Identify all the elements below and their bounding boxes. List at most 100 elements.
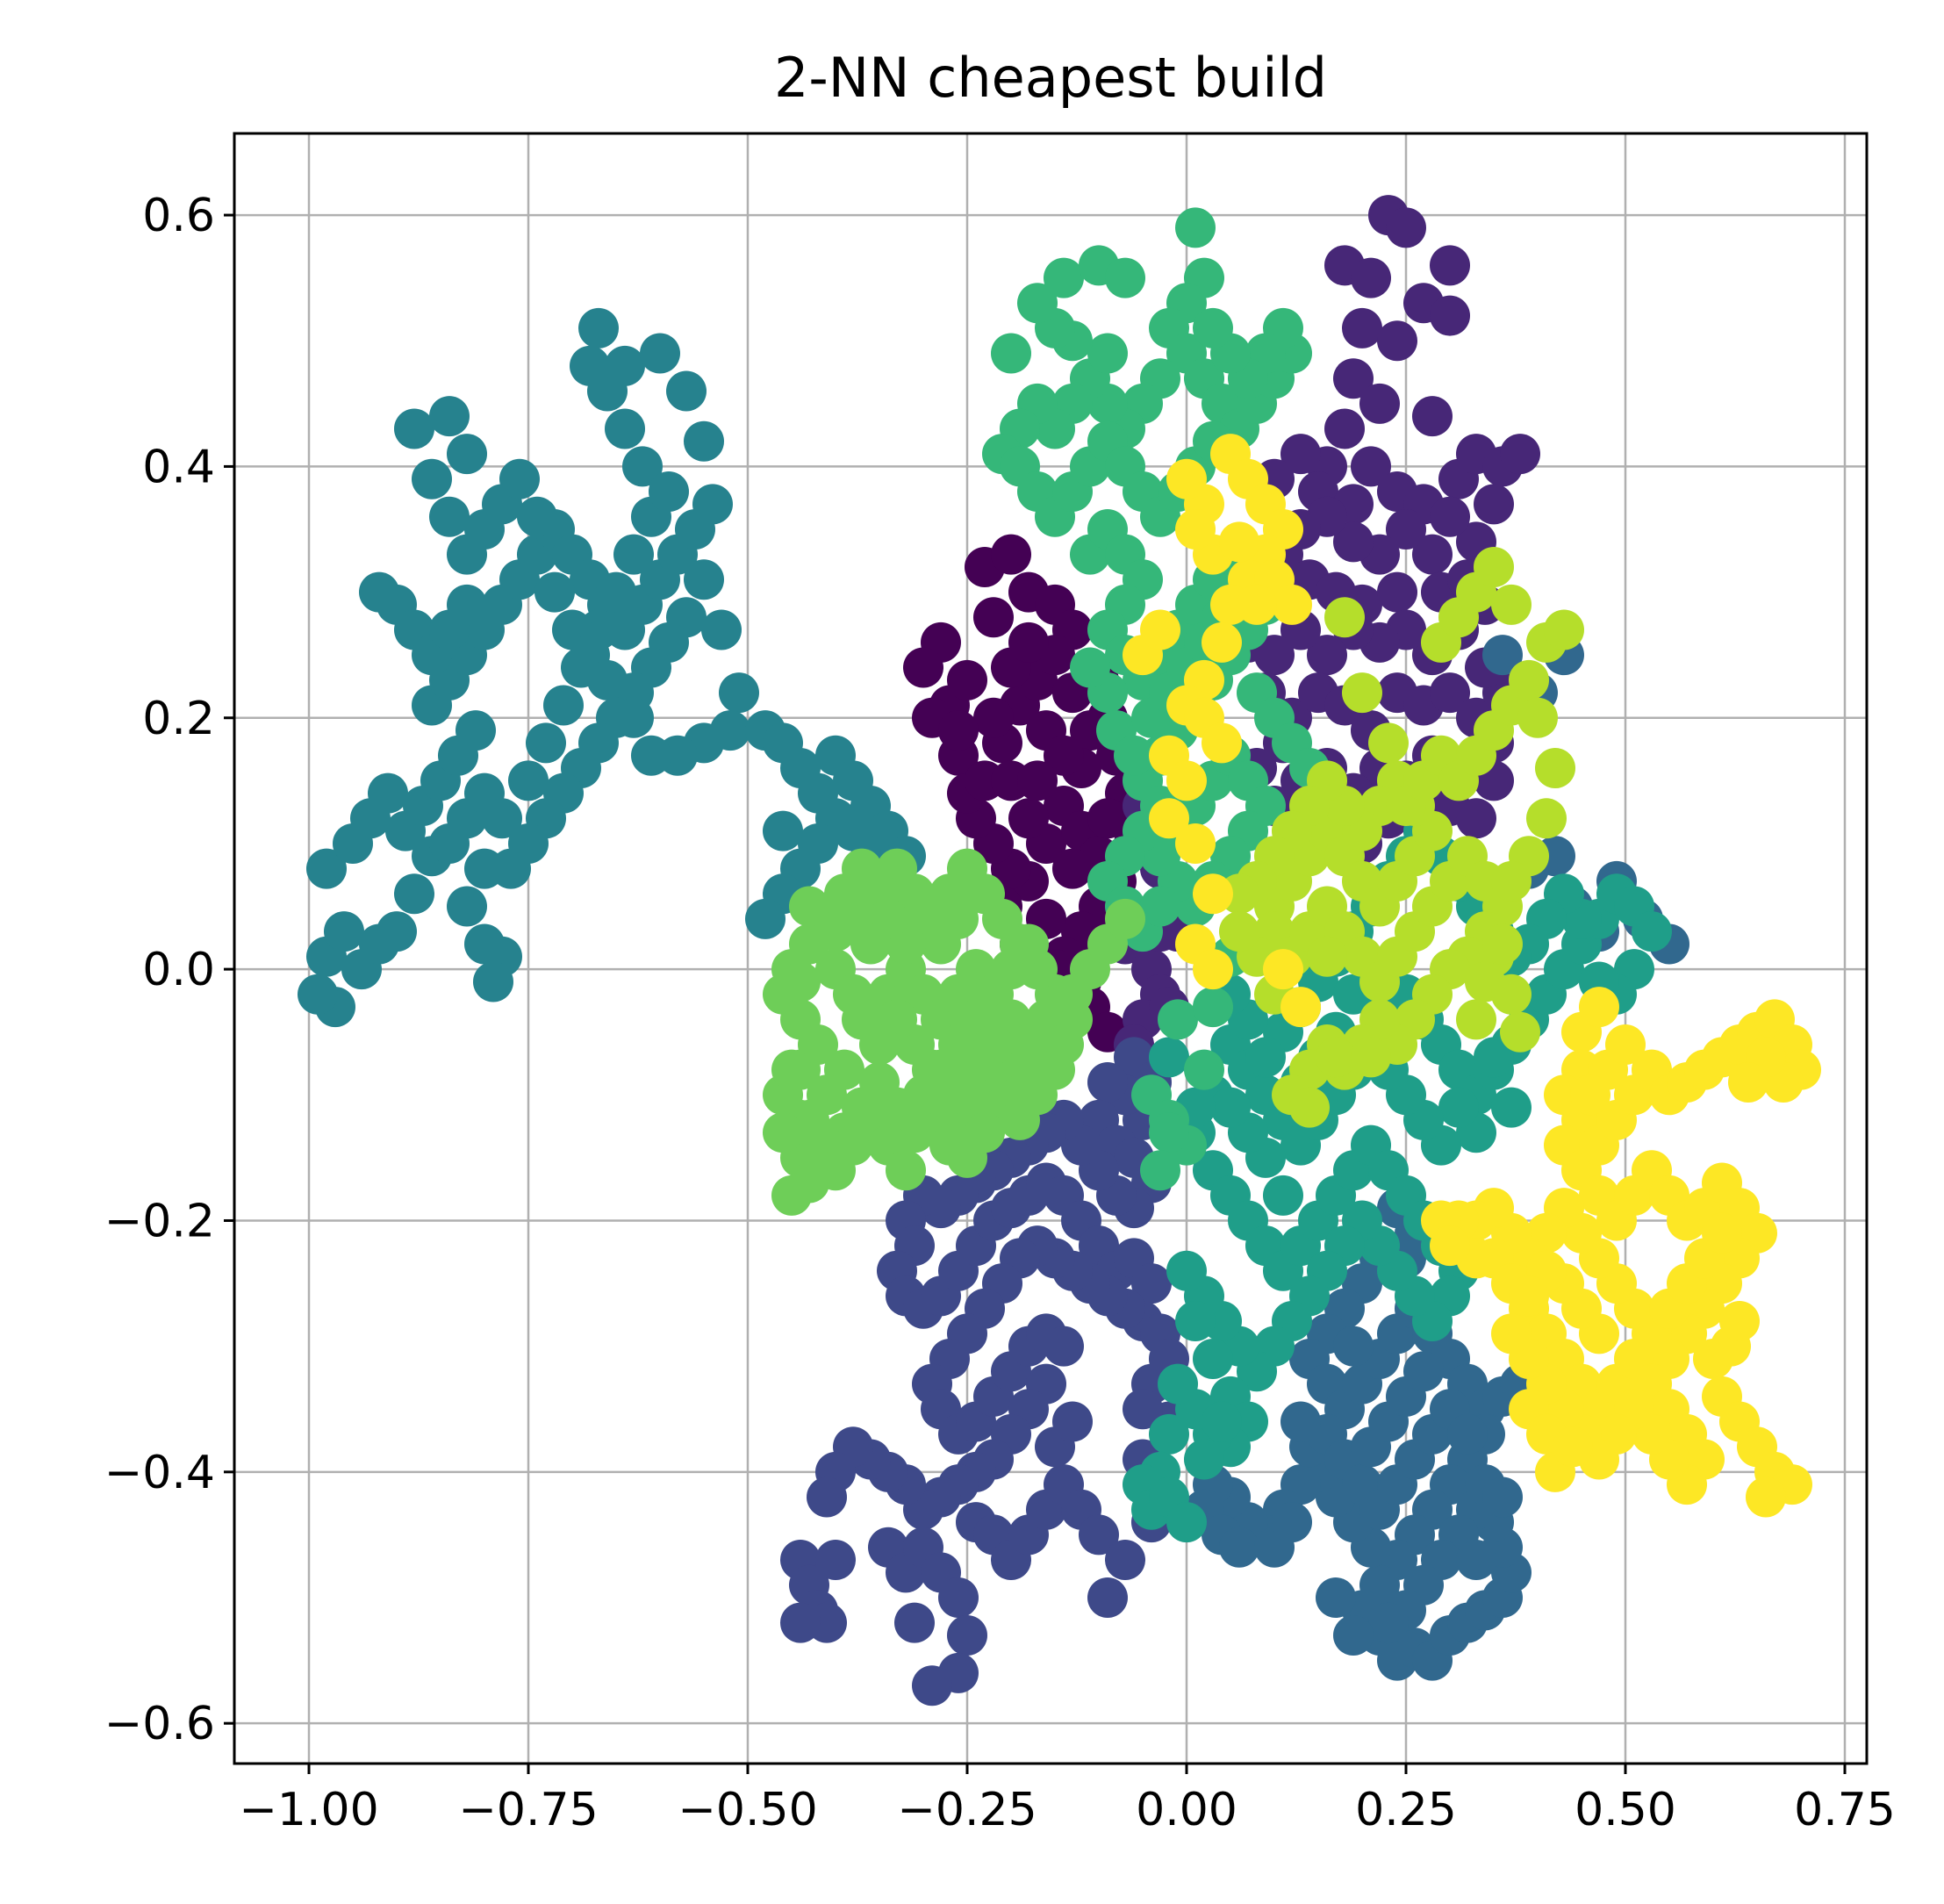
data-point — [1219, 911, 1259, 952]
data-point — [1166, 1502, 1207, 1543]
data-point — [684, 420, 724, 462]
data-point — [1324, 408, 1365, 449]
data-point — [1008, 621, 1049, 663]
data-point — [1474, 546, 1514, 587]
data-point — [1342, 672, 1382, 714]
data-point — [1149, 1413, 1189, 1455]
x-tick-label: 0.00 — [1136, 1784, 1237, 1836]
data-point — [429, 496, 470, 537]
data-point — [473, 961, 513, 1002]
data-point — [947, 659, 987, 701]
data-point — [763, 1112, 803, 1153]
data-point — [570, 345, 610, 386]
data-point — [447, 584, 487, 625]
data-point — [1403, 1351, 1444, 1392]
data-point — [1158, 1363, 1198, 1405]
data-point — [1263, 1175, 1303, 1216]
data-point — [1368, 1602, 1409, 1643]
data-point — [938, 1577, 979, 1619]
data-point — [1359, 383, 1400, 424]
data-point — [1184, 1439, 1224, 1480]
data-point — [1719, 1301, 1760, 1342]
data-point — [1728, 1061, 1768, 1103]
data-point — [1219, 1527, 1259, 1568]
data-point — [815, 1540, 856, 1581]
data-point — [1105, 898, 1145, 939]
data-point — [517, 496, 557, 537]
data-point — [973, 1024, 1014, 1066]
data-point — [1438, 1087, 1479, 1128]
data-point — [412, 458, 452, 499]
data-point — [1535, 748, 1575, 789]
data-point — [1175, 509, 1216, 550]
data-point — [1193, 873, 1233, 915]
data-point — [947, 1614, 987, 1656]
data-point — [1456, 999, 1496, 1040]
data-point — [1017, 760, 1058, 801]
x-axis: −1.00 −0.75 −0.50 −0.25 0.00 0.25 0.50 0.75 — [239, 1764, 1896, 1836]
data-point — [1280, 987, 1321, 1028]
data-point — [1175, 823, 1216, 864]
data-point — [692, 484, 733, 525]
data-point — [1482, 923, 1523, 965]
data-point — [1368, 722, 1409, 764]
data-point — [771, 1049, 812, 1090]
data-point — [1430, 1225, 1470, 1267]
data-point — [631, 735, 671, 776]
data-point — [1149, 1112, 1189, 1153]
data-point — [1333, 1614, 1374, 1656]
data-point — [973, 697, 1014, 738]
data-point — [789, 886, 829, 927]
data-point — [1280, 434, 1321, 475]
data-point — [1474, 484, 1514, 525]
data-point — [1316, 1037, 1356, 1078]
data-point — [1456, 798, 1496, 839]
data-point — [578, 307, 619, 348]
data-point — [1123, 1389, 1163, 1430]
x-tick-label: −0.50 — [678, 1784, 817, 1836]
data-point — [701, 609, 742, 650]
x-tick-label: −0.25 — [897, 1784, 1037, 1836]
data-point — [298, 974, 338, 1015]
data-point — [947, 1137, 987, 1178]
data-point — [1202, 722, 1242, 764]
data-point — [394, 408, 434, 449]
data-point — [1272, 584, 1312, 625]
y-tick-label: −0.6 — [104, 1698, 215, 1750]
data-point — [1526, 798, 1567, 839]
data-point — [1351, 446, 1391, 487]
data-point — [991, 534, 1031, 575]
data-point — [1044, 735, 1084, 776]
data-point — [903, 647, 943, 688]
data-point — [1166, 1250, 1207, 1291]
data-point — [1474, 1037, 1514, 1078]
data-point — [306, 848, 347, 889]
data-point — [1052, 848, 1093, 889]
data-point — [1500, 1011, 1540, 1053]
data-point — [684, 559, 724, 600]
data-point — [596, 571, 636, 613]
data-point — [1052, 1401, 1093, 1442]
data-point — [1351, 257, 1391, 298]
data-point — [912, 1665, 952, 1706]
data-point — [938, 710, 979, 751]
data-point — [1324, 597, 1365, 638]
data-point — [324, 911, 364, 952]
data-point — [1272, 1502, 1312, 1543]
data-point — [1333, 358, 1374, 399]
data-point — [1430, 295, 1470, 336]
data-point — [1377, 320, 1417, 362]
data-point — [1237, 584, 1277, 625]
x-tick-label: 0.75 — [1794, 1784, 1896, 1836]
y-tick-label: 0.0 — [142, 944, 215, 996]
data-point — [1746, 1476, 1786, 1518]
cluster-9 — [1123, 434, 1821, 1518]
data-point — [1430, 496, 1470, 537]
data-point — [1491, 974, 1532, 1015]
data-point — [1017, 1074, 1058, 1116]
data-point — [1008, 798, 1049, 839]
data-point — [1632, 911, 1672, 952]
y-tick-label: −0.4 — [104, 1447, 215, 1499]
data-point — [1456, 1540, 1496, 1581]
